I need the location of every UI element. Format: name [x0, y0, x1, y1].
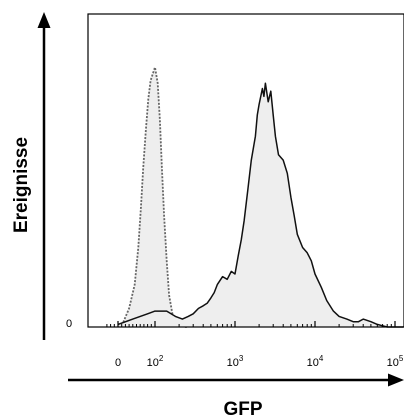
series-0-area — [118, 67, 189, 328]
y-axis-arrow — [37, 12, 51, 340]
x-axis-title: GFP — [223, 399, 262, 419]
series-1-line — [117, 82, 404, 328]
x-tick-label: 102 — [147, 354, 164, 369]
plot-frame — [87, 13, 404, 328]
x-tick-label: 105 — [387, 354, 404, 369]
x-minor-ticks — [106, 321, 396, 327]
series-1-area — [118, 83, 404, 327]
x-tick-label: 104 — [307, 354, 324, 369]
x-tick-label: 0 — [115, 357, 121, 369]
y-axis-title: Ereignisse — [11, 137, 32, 233]
x-tick-labels: 0 102 103 104 105 — [115, 354, 404, 369]
x-axis-arrow — [68, 373, 404, 387]
x-tick-label: 103 — [227, 354, 244, 369]
y-tick-label-zero: 0 — [66, 318, 72, 330]
series-layer — [117, 66, 404, 328]
